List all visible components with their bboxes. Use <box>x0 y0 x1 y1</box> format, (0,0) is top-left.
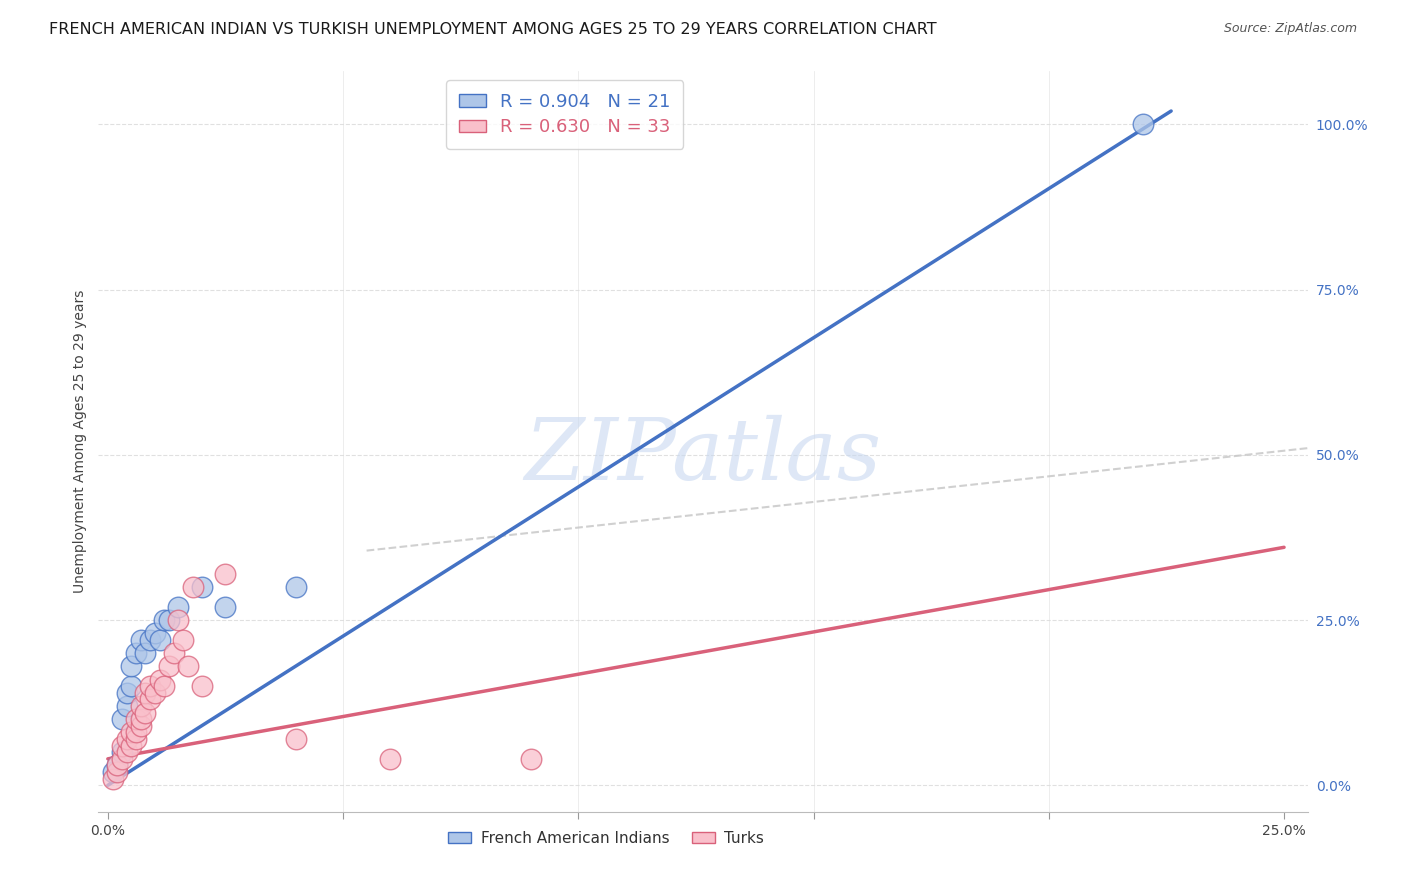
Point <box>125 712 148 726</box>
Point <box>120 679 142 693</box>
Point <box>167 599 190 614</box>
Point <box>139 692 162 706</box>
Point <box>134 706 156 720</box>
Point <box>157 613 180 627</box>
Point <box>111 712 134 726</box>
Point <box>111 739 134 753</box>
Point <box>285 580 308 594</box>
Point <box>105 765 128 780</box>
Point <box>105 758 128 772</box>
Point <box>520 752 543 766</box>
Point <box>120 659 142 673</box>
Point <box>120 739 142 753</box>
Point <box>105 758 128 772</box>
Text: Source: ZipAtlas.com: Source: ZipAtlas.com <box>1223 22 1357 36</box>
Point <box>149 673 172 687</box>
Point <box>285 731 308 746</box>
Point <box>143 626 166 640</box>
Point <box>139 632 162 647</box>
Point <box>111 752 134 766</box>
Point <box>191 679 214 693</box>
Point <box>129 719 152 733</box>
Point <box>134 686 156 700</box>
Point <box>153 613 176 627</box>
Point <box>172 632 194 647</box>
Text: ZIPatlas: ZIPatlas <box>524 415 882 498</box>
Point <box>157 659 180 673</box>
Point <box>115 745 138 759</box>
Point <box>191 580 214 594</box>
Point <box>120 725 142 739</box>
Point <box>101 765 124 780</box>
Point <box>139 679 162 693</box>
Point <box>129 698 152 713</box>
Point <box>1132 117 1154 131</box>
Point <box>115 731 138 746</box>
Point <box>115 686 138 700</box>
Point <box>378 752 401 766</box>
Y-axis label: Unemployment Among Ages 25 to 29 years: Unemployment Among Ages 25 to 29 years <box>73 290 87 593</box>
Point <box>214 566 236 581</box>
Point <box>125 725 148 739</box>
Point <box>129 632 152 647</box>
Point <box>167 613 190 627</box>
Point <box>214 599 236 614</box>
Point <box>125 731 148 746</box>
Legend: French American Indians, Turks: French American Indians, Turks <box>443 825 770 852</box>
Point <box>115 698 138 713</box>
Point <box>125 646 148 660</box>
Text: FRENCH AMERICAN INDIAN VS TURKISH UNEMPLOYMENT AMONG AGES 25 TO 29 YEARS CORRELA: FRENCH AMERICAN INDIAN VS TURKISH UNEMPL… <box>49 22 936 37</box>
Point <box>153 679 176 693</box>
Point <box>181 580 204 594</box>
Point <box>129 712 152 726</box>
Point <box>149 632 172 647</box>
Point <box>177 659 200 673</box>
Point <box>143 686 166 700</box>
Point <box>134 646 156 660</box>
Point <box>163 646 186 660</box>
Point <box>111 745 134 759</box>
Point <box>101 772 124 786</box>
